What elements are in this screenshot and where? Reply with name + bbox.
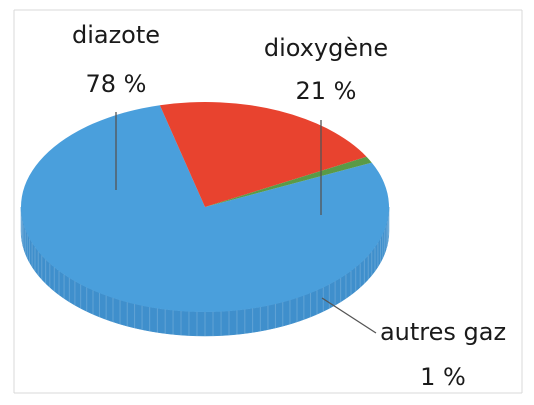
slice-value-diazote: 78 % [86, 70, 147, 98]
leader-line-autres-gaz [321, 297, 377, 334]
pie-slice-diazote [20, 105, 389, 312]
pie-top-faces [20, 102, 389, 312]
slice-value-dioxygene: 21 % [296, 77, 357, 105]
pie-side-walls [20, 206, 390, 337]
pie-slice-autres-gaz [205, 156, 372, 207]
slice-label-autres-gaz: autres gaz [380, 318, 506, 346]
pie-slice-dioxygene [159, 102, 367, 207]
slice-label-dioxygene: dioxygène [264, 34, 388, 62]
slice-label-diazote: diazote [72, 21, 160, 49]
slice-value-autres-gaz: 1 % [420, 363, 466, 391]
